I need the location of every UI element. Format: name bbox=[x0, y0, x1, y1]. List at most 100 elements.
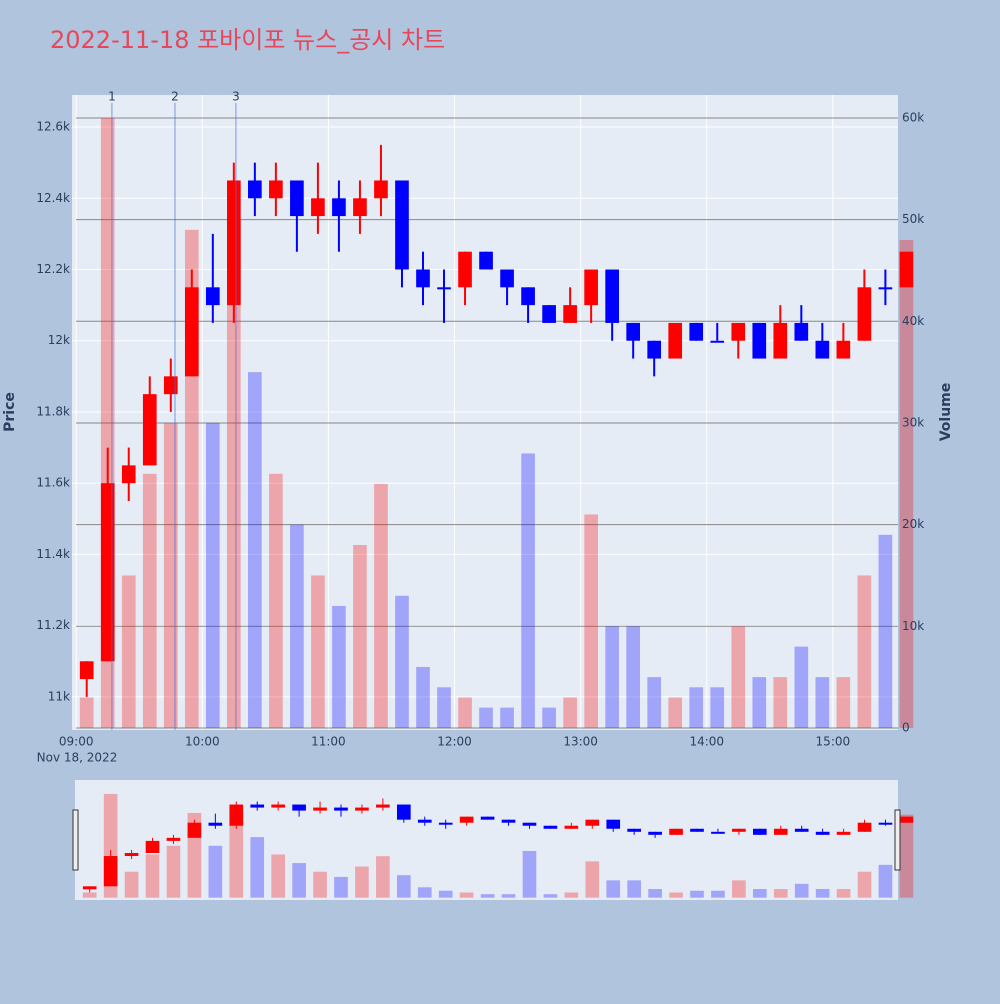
candle-body bbox=[857, 287, 872, 341]
candle-body bbox=[395, 180, 409, 270]
y-tick-label: 12.2k bbox=[36, 262, 70, 276]
mini-candle-body bbox=[166, 837, 181, 841]
x-date-label: Nov 18, 2022 bbox=[37, 751, 118, 765]
range-handle-right[interactable] bbox=[894, 809, 901, 871]
mini-candle-body bbox=[208, 822, 223, 826]
candle-body bbox=[521, 287, 535, 306]
candle-body bbox=[710, 340, 725, 343]
y-tick-label: 12k bbox=[48, 333, 70, 347]
volume-bar bbox=[731, 626, 746, 728]
mini-candle-body bbox=[899, 816, 914, 823]
mini-volume-bar bbox=[669, 892, 683, 898]
y-tick-label: 11.4k bbox=[36, 547, 70, 561]
volume-bar bbox=[163, 422, 178, 728]
mini-volume-bar bbox=[145, 854, 160, 898]
mini-volume-bar bbox=[773, 889, 788, 898]
volume-bar bbox=[689, 687, 704, 728]
y2-tick-label: 20k bbox=[902, 517, 924, 531]
mini-candle-body bbox=[585, 819, 600, 826]
range-slider-content bbox=[82, 793, 914, 898]
mini-volume-bar bbox=[878, 864, 893, 898]
y-tick-label: 12.6k bbox=[36, 120, 70, 134]
mini-candle-body bbox=[187, 822, 202, 838]
mini-volume-bar bbox=[627, 880, 642, 898]
candle-body bbox=[689, 322, 704, 341]
mini-volume-bar bbox=[836, 889, 851, 898]
range-slider[interactable] bbox=[75, 780, 898, 900]
mini-candle-body bbox=[438, 822, 453, 825]
y2-tick-label: 60k bbox=[902, 110, 924, 124]
annotation-label: 3 bbox=[232, 90, 240, 104]
volume-bar bbox=[626, 626, 641, 728]
candle-body bbox=[584, 269, 598, 306]
candle-body bbox=[332, 198, 346, 217]
mini-volume-bar bbox=[711, 890, 725, 898]
volume-bar bbox=[395, 595, 409, 728]
mini-candle-body bbox=[752, 828, 767, 835]
mini-candle-body bbox=[857, 822, 872, 832]
mini-volume-bar bbox=[417, 887, 432, 898]
mini-candle-body bbox=[229, 804, 244, 826]
volume-bar bbox=[290, 524, 304, 728]
volume-bar bbox=[710, 687, 725, 728]
mini-volume-bar bbox=[166, 845, 181, 898]
candle-body bbox=[163, 376, 178, 395]
volume-bar bbox=[332, 605, 346, 728]
mini-candle-body bbox=[564, 825, 579, 829]
volume-bar bbox=[205, 422, 220, 728]
candle-body bbox=[626, 322, 641, 341]
volume-bar bbox=[374, 483, 388, 728]
y2-tick-label: 30k bbox=[902, 415, 924, 429]
mini-volume-bar bbox=[313, 871, 327, 898]
mini-volume-bar bbox=[334, 876, 348, 898]
volume-bar bbox=[437, 687, 451, 728]
mini-candle-body bbox=[501, 819, 516, 823]
mini-volume-bar bbox=[480, 894, 495, 898]
volume-bar bbox=[857, 575, 872, 728]
candle-body bbox=[731, 322, 746, 341]
mini-volume-bar bbox=[732, 880, 746, 898]
candle-body bbox=[311, 198, 325, 217]
candle-body bbox=[437, 287, 451, 290]
candle-body bbox=[416, 269, 430, 288]
volume-bar bbox=[836, 677, 851, 728]
mini-candle-body bbox=[396, 804, 411, 820]
x-tick-label: 12:00 bbox=[437, 735, 472, 749]
annotation-label: 2 bbox=[171, 90, 179, 104]
mini-candle-body bbox=[459, 816, 474, 823]
candle-body bbox=[79, 661, 94, 680]
volume-bar bbox=[563, 697, 577, 728]
mini-candle-body bbox=[417, 819, 432, 823]
mini-candle-body bbox=[292, 804, 306, 811]
mini-candle-body bbox=[690, 828, 704, 832]
mini-volume-bar bbox=[752, 889, 767, 898]
range-handle-left[interactable] bbox=[72, 809, 79, 871]
candle-body bbox=[668, 322, 683, 359]
plot-area bbox=[72, 95, 898, 730]
x-tick-label: 09:00 bbox=[59, 735, 94, 749]
candle-body bbox=[878, 287, 893, 290]
volume-bar bbox=[542, 707, 556, 728]
volume-bar bbox=[752, 677, 767, 728]
mini-candle-body bbox=[543, 825, 558, 829]
mini-volume-bar bbox=[355, 866, 369, 898]
candle-body bbox=[269, 180, 283, 199]
y-axis-title: Price bbox=[2, 392, 18, 432]
volume-bar bbox=[248, 372, 262, 728]
candle-body bbox=[500, 269, 514, 288]
volume-bar bbox=[458, 697, 472, 728]
candle-body bbox=[752, 322, 767, 359]
mini-candle-body bbox=[606, 819, 621, 829]
candle-body bbox=[542, 305, 556, 323]
mini-candle-body bbox=[480, 816, 495, 820]
candle-body bbox=[605, 269, 619, 323]
mini-candle-body bbox=[815, 831, 830, 835]
chart-title: 2022-11-18 포바이포 뉴스_공시 차트 bbox=[50, 26, 445, 54]
x-tick-label: 14:00 bbox=[689, 735, 724, 749]
y-tick-label: 11.8k bbox=[36, 404, 70, 418]
volume-bar bbox=[647, 677, 662, 728]
y-tick-label: 11.6k bbox=[36, 476, 70, 490]
annotation-label: 1 bbox=[108, 90, 116, 104]
candle-body bbox=[290, 180, 304, 217]
